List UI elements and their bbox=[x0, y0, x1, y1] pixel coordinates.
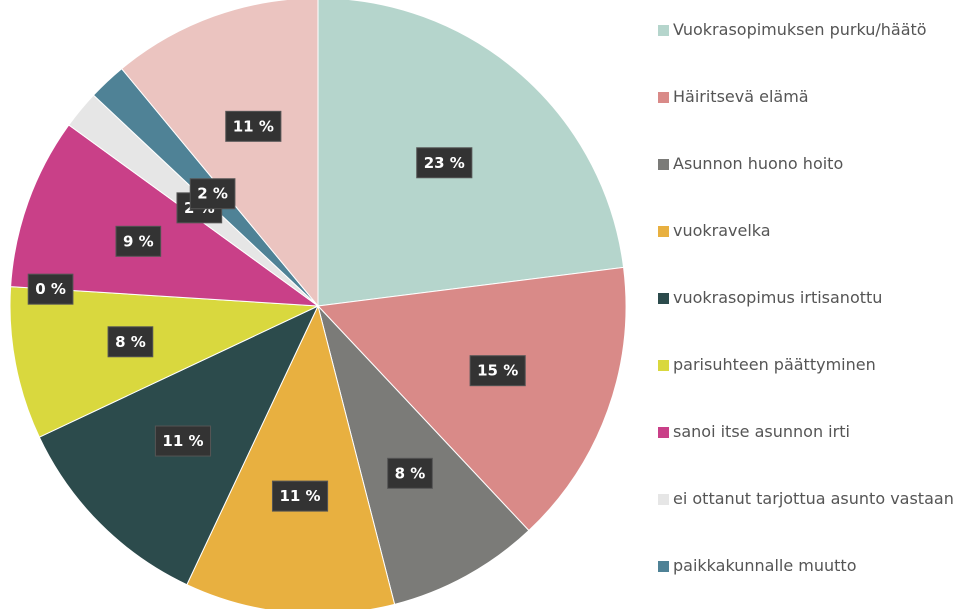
data-label-text: 8 % bbox=[115, 333, 146, 351]
legend-item: parisuhteen päättyminen bbox=[658, 353, 978, 377]
data-label-box bbox=[387, 457, 433, 489]
legend-item: Vuokrasopimuksen purku/häätö bbox=[658, 18, 978, 42]
legend-item: Asunnon huono hoito bbox=[658, 152, 978, 176]
data-label-box bbox=[115, 225, 162, 257]
legend-item: vuokrasopimus irtisanottu bbox=[658, 286, 978, 310]
data-label-box bbox=[469, 355, 526, 387]
data-label: 2 % bbox=[189, 178, 236, 210]
pie-slice bbox=[10, 124, 320, 307]
data-label-box bbox=[189, 178, 236, 210]
data-label: 11 % bbox=[225, 110, 282, 142]
legend-item: ei ottanut tarjottua asunto vastaan bbox=[658, 487, 978, 511]
data-label: 15 % bbox=[469, 355, 526, 387]
legend-item: paikkakunnalle muutto bbox=[658, 554, 978, 578]
pie-slice bbox=[317, 305, 530, 605]
legend-label: Häiritsevä elämä bbox=[673, 87, 809, 106]
legend-swatch bbox=[658, 360, 669, 371]
legend-item: Häiritsevä elämä bbox=[658, 85, 978, 109]
data-label: 11 % bbox=[154, 425, 212, 457]
data-label-box bbox=[154, 425, 212, 457]
legend-swatch bbox=[658, 494, 669, 505]
legend-swatch bbox=[658, 561, 669, 572]
data-label-box bbox=[27, 273, 74, 305]
legend-label: paikkakunnalle muutto bbox=[673, 556, 857, 575]
data-label-box bbox=[271, 480, 329, 512]
legend-label: ei ottanut tarjottua asunto vastaan bbox=[673, 489, 954, 508]
data-label: 0 % bbox=[27, 273, 74, 305]
legend-label: vuokravelka bbox=[673, 221, 771, 240]
legend-label: vuokrasopimus irtisanottu bbox=[673, 288, 883, 307]
data-label-text: 11 % bbox=[233, 117, 274, 135]
legend-label: Vuokrasopimuksen purku/häätö bbox=[673, 20, 927, 39]
data-label-box bbox=[107, 326, 154, 358]
data-label-text: 8 % bbox=[395, 464, 426, 482]
legend-item: sanoi itse asunnon irti bbox=[658, 420, 978, 444]
pie-slice bbox=[9, 286, 319, 438]
legend-label: sanoi itse asunnon irti bbox=[673, 422, 850, 441]
legend-swatch bbox=[658, 226, 669, 237]
data-label-text: 0 % bbox=[35, 280, 66, 298]
data-label: 11 % bbox=[271, 480, 329, 512]
legend-swatch bbox=[658, 92, 669, 103]
data-label: 9 % bbox=[115, 225, 162, 257]
pie-slice bbox=[316, 266, 627, 532]
pie-slice bbox=[186, 304, 396, 609]
legend-swatch bbox=[658, 293, 669, 304]
data-label: 8 % bbox=[387, 457, 433, 489]
data-label-box bbox=[416, 147, 473, 179]
legend-label: Asunnon huono hoito bbox=[673, 154, 844, 173]
pie-chart: 23 %15 %8 %11 %11 %8 %0 %9 %2 %2 %11 % bbox=[9, 0, 627, 609]
data-label-text: 11 % bbox=[162, 432, 203, 450]
legend-label: parisuhteen päättyminen bbox=[673, 355, 876, 374]
data-label-text: 9 % bbox=[123, 232, 154, 250]
data-label-text: 23 % bbox=[424, 154, 465, 172]
legend-swatch bbox=[658, 25, 669, 36]
data-label-text: 15 % bbox=[477, 362, 518, 380]
data-label: 8 % bbox=[107, 326, 154, 358]
legend-item: vuokravelka bbox=[658, 219, 978, 243]
data-label-text: 2 % bbox=[197, 185, 228, 203]
legend-swatch bbox=[658, 159, 669, 170]
data-label-text: 11 % bbox=[279, 487, 320, 505]
data-label-box bbox=[225, 110, 282, 142]
data-label: 23 % bbox=[416, 147, 473, 179]
legend-swatch bbox=[658, 427, 669, 438]
pie-slice bbox=[120, 0, 319, 308]
